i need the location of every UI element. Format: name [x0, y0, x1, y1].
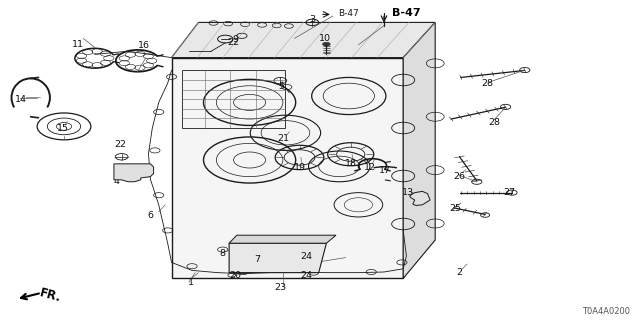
Text: 15: 15	[57, 124, 68, 133]
Text: 6: 6	[147, 211, 154, 220]
Polygon shape	[229, 243, 326, 273]
Text: 28: 28	[488, 118, 500, 127]
Polygon shape	[114, 164, 154, 182]
Text: 28: 28	[482, 79, 493, 88]
Text: 10: 10	[319, 34, 331, 43]
Text: FR.: FR.	[38, 286, 63, 304]
Circle shape	[323, 42, 330, 46]
Text: 24: 24	[300, 271, 312, 280]
Polygon shape	[229, 235, 336, 243]
Text: 1: 1	[188, 278, 194, 287]
Text: T0A4A0200: T0A4A0200	[582, 308, 630, 316]
Text: 5: 5	[278, 82, 285, 91]
Text: 12: 12	[364, 163, 376, 172]
Text: 9: 9	[232, 35, 239, 44]
Text: 3: 3	[309, 15, 316, 24]
Text: 22: 22	[228, 38, 239, 47]
Text: 20: 20	[230, 271, 241, 280]
Text: 2: 2	[456, 268, 463, 277]
Text: 22: 22	[115, 140, 126, 149]
Text: B-47: B-47	[392, 8, 420, 18]
Bar	[182, 70, 285, 128]
Polygon shape	[172, 22, 435, 58]
Text: 18: 18	[345, 159, 356, 168]
Text: 25: 25	[450, 204, 461, 213]
Text: 11: 11	[72, 40, 84, 49]
Text: 8: 8	[220, 249, 226, 258]
Polygon shape	[403, 22, 435, 278]
Text: 19: 19	[294, 163, 305, 172]
Text: 23: 23	[275, 283, 286, 292]
Text: 17: 17	[380, 166, 391, 175]
Text: 13: 13	[403, 188, 414, 197]
Text: 4: 4	[113, 177, 120, 186]
Polygon shape	[172, 58, 403, 278]
Text: 7: 7	[254, 255, 260, 264]
Text: 24: 24	[300, 252, 312, 261]
Text: 14: 14	[15, 95, 26, 104]
Text: 16: 16	[138, 41, 150, 50]
Polygon shape	[410, 191, 430, 205]
Text: B-47: B-47	[338, 9, 358, 18]
Text: 27: 27	[503, 188, 515, 197]
Text: 21: 21	[277, 134, 289, 143]
Text: 26: 26	[454, 172, 465, 181]
